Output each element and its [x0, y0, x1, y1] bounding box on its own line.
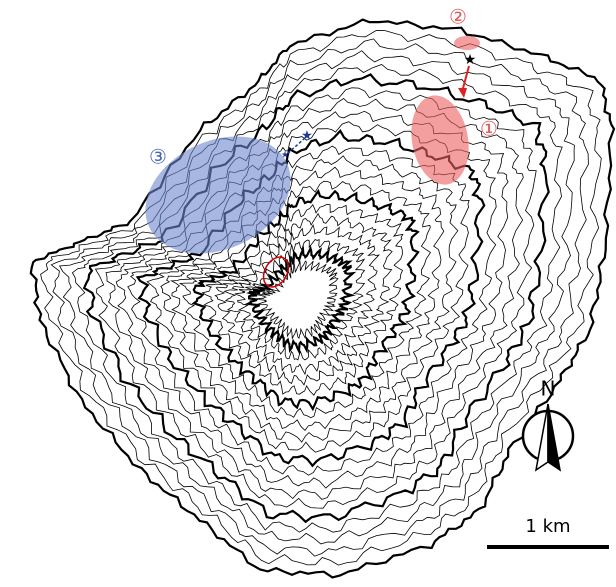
contour-map: ★ ★ ★ ① ② ③ N 1 km — [0, 0, 616, 587]
coastline — [31, 20, 614, 578]
star-blue: ★ — [281, 151, 289, 161]
label-1: ① — [480, 117, 498, 141]
red-arrow-head — [458, 88, 467, 98]
label-2: ② — [449, 5, 467, 29]
area-1 — [405, 91, 476, 189]
contour-line — [41, 31, 602, 566]
north-arrow: N — [523, 377, 573, 471]
star-black: ★ — [464, 52, 477, 68]
label-3: ③ — [149, 145, 167, 169]
star-blue: ★ — [301, 129, 313, 144]
contour-line — [51, 39, 588, 556]
north-label: N — [541, 377, 556, 401]
contour-lines — [31, 20, 614, 578]
area-2 — [454, 36, 480, 50]
scale-label: 1 km — [525, 516, 570, 537]
